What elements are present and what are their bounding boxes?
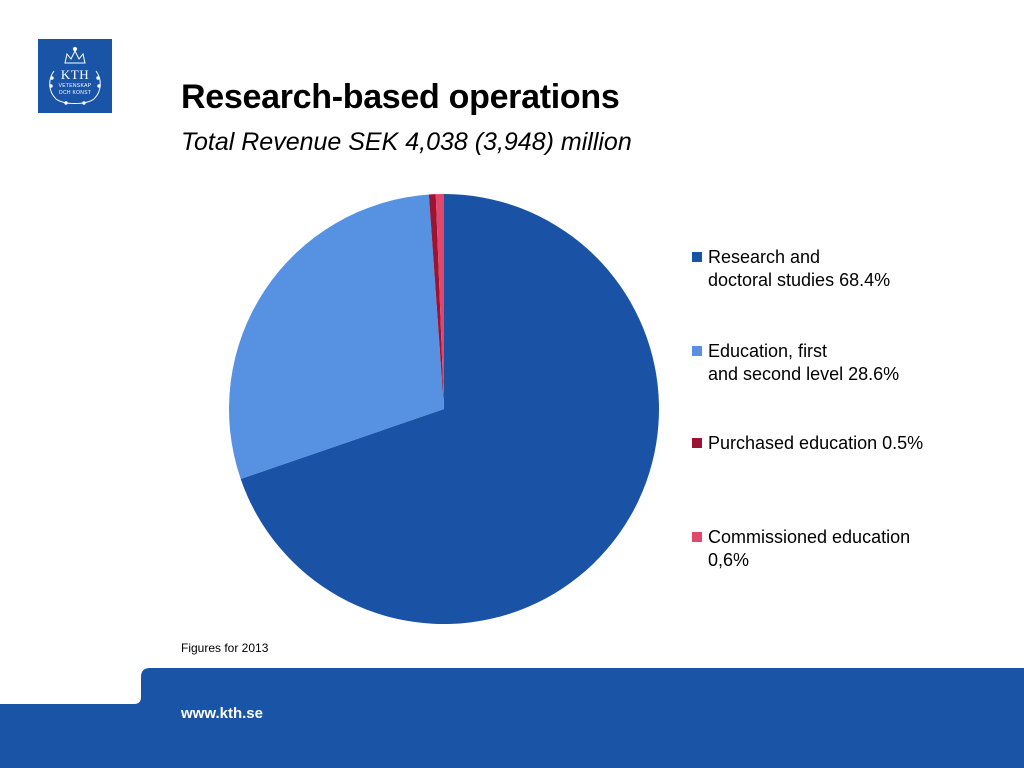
legend-label-research-line1: Research and [708, 247, 821, 267]
legend-label-commissioned-line2: 0,6% [708, 550, 750, 570]
crown-emblem-icon [49, 46, 101, 105]
legend-swatch-purchased [692, 438, 702, 448]
legend-label-commissioned-line1: Commissioned education [708, 527, 911, 547]
legend-label-education-line2: and second level 28.6% [708, 364, 900, 384]
legend-label-research-line2: doctoral studies 68.4% [708, 270, 891, 290]
pie-slice-commissioned [435, 194, 444, 409]
legend-label-purchased: Purchased education 0.5% [708, 433, 924, 453]
pie-slice-education [228, 194, 444, 479]
kth-logo: KTH VETENSKAP OCH KONST [38, 39, 112, 113]
logo-subtext-1: VETENSKAP [58, 83, 92, 89]
logo-text: KTH [60, 67, 90, 82]
legend-swatch-research [692, 252, 702, 262]
page-subtitle: Total Revenue SEK 4,038 (3,948) million [181, 128, 632, 156]
pie-slice-purchased [428, 194, 444, 409]
logo-subtext-2: OCH KONST [58, 90, 92, 96]
pie-slice-research [240, 194, 659, 624]
footnote: Figures for 2013 [181, 641, 269, 655]
legend-swatch-commissioned [692, 532, 702, 542]
page-title: Research-based operations [181, 78, 620, 116]
pie-chart [228, 194, 659, 624]
footer-bar [0, 668, 1024, 768]
legend-label-education-line1: Education, first [708, 341, 828, 361]
legend-swatch-education [692, 346, 702, 356]
footer-url-link[interactable]: www.kth.se [181, 705, 263, 722]
